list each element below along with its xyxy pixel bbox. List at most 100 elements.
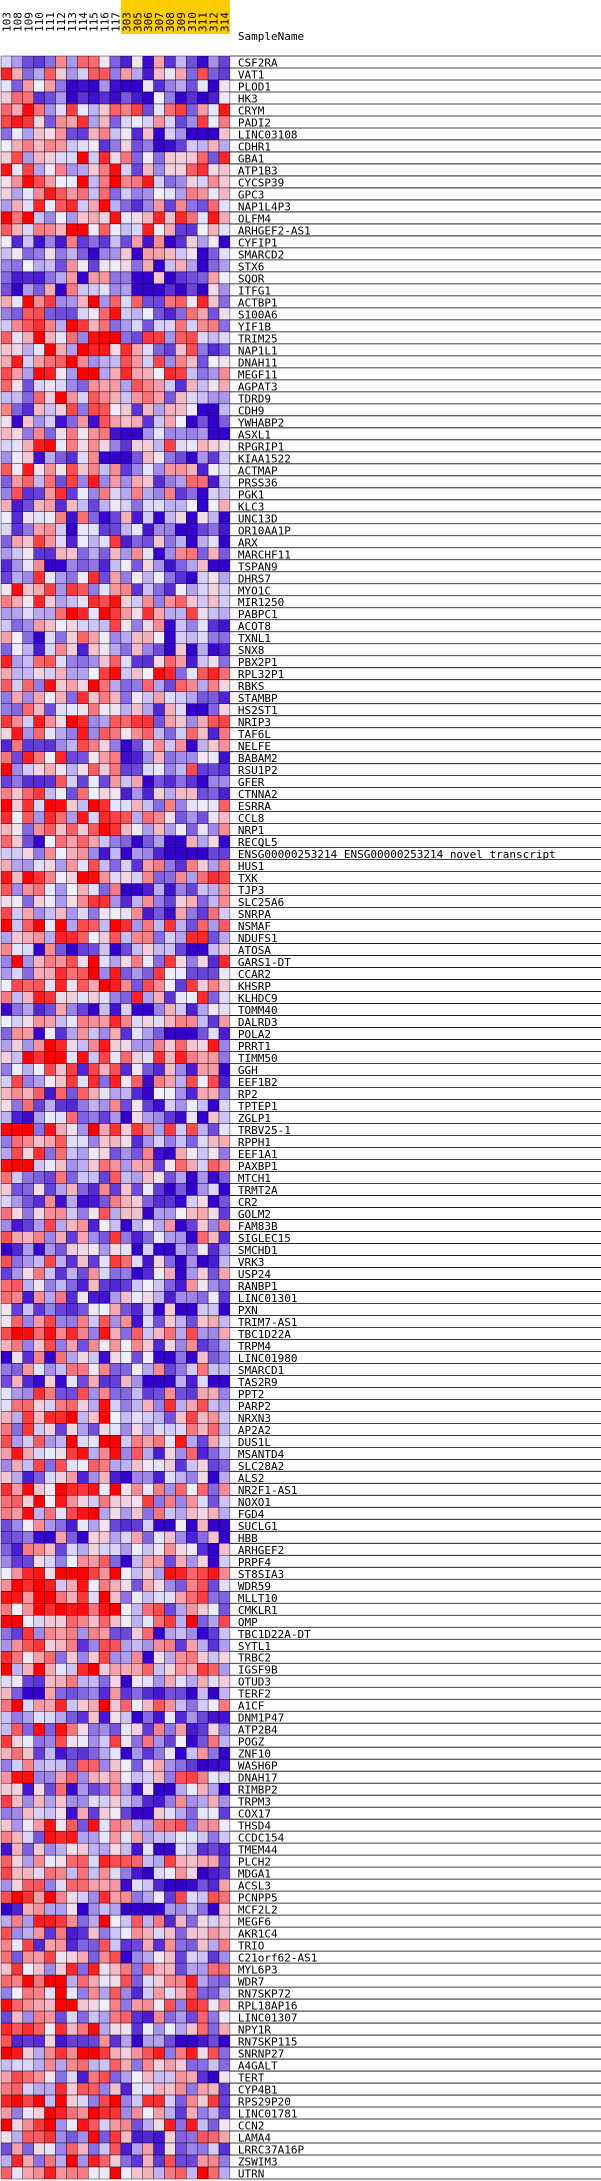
- heatmap-cell: [11, 655, 23, 668]
- heatmap-cell: [87, 379, 100, 393]
- heatmap-cell: [44, 235, 56, 249]
- heatmap-cell: [196, 1687, 209, 1700]
- heatmap-cell: [98, 235, 111, 249]
- heatmap-cell: [175, 175, 187, 189]
- heatmap-cell: [186, 127, 198, 141]
- heatmap-cell: [186, 91, 198, 105]
- heatmap-cell: [153, 1806, 165, 1820]
- sample-name-header: SampleName: [238, 30, 304, 43]
- heatmap-cell: [196, 1447, 209, 1460]
- heatmap-cell: [66, 583, 78, 596]
- heatmap-cell: [142, 2070, 154, 2084]
- heatmap-cell: [131, 2022, 143, 2036]
- heatmap-cell: [11, 1543, 23, 1556]
- heatmap-cell: [142, 271, 154, 285]
- heatmap-cell: [142, 943, 154, 956]
- heatmap-cell: [33, 1459, 45, 1472]
- heatmap-cell: [120, 1699, 133, 1712]
- heatmap-cell: [131, 523, 143, 536]
- heatmap-cell: [207, 1878, 220, 1892]
- heatmap-cell: [109, 91, 122, 105]
- heatmap-cell: [77, 1687, 89, 1700]
- heatmap-cell: [142, 1315, 154, 1328]
- column-header-bg: [186, 0, 198, 34]
- heatmap-cell: [196, 1111, 209, 1124]
- heatmap-cell: [153, 1459, 165, 1472]
- heatmap-cell: [153, 151, 165, 165]
- heatmap-cell: [196, 2034, 209, 2048]
- heatmap-cell: [175, 79, 187, 93]
- heatmap-cell: [186, 631, 198, 644]
- heatmap-cell: [33, 1267, 45, 1280]
- heatmap-cell: [131, 1806, 143, 1820]
- heatmap-cell: [0, 523, 13, 536]
- heatmap-cell: [22, 979, 34, 992]
- heatmap-cell: [175, 607, 187, 620]
- heatmap-cell: [131, 667, 143, 680]
- heatmap-cell: [22, 1339, 34, 1352]
- heatmap-cell: [207, 2154, 220, 2168]
- heatmap-cell: [55, 1495, 67, 1508]
- row-label: NSMAF: [238, 920, 271, 933]
- heatmap-cell: [87, 895, 100, 908]
- heatmap-cell: [153, 1327, 165, 1340]
- heatmap-cell: [55, 403, 67, 417]
- heatmap-cell: [207, 223, 220, 237]
- heatmap-cell: [98, 2106, 111, 2120]
- heatmap-cell: [22, 1399, 34, 1412]
- heatmap-cell: [153, 1111, 165, 1124]
- heatmap-cell: [11, 511, 23, 524]
- heatmap-cell: [66, 463, 78, 476]
- heatmap-cell: [55, 703, 67, 716]
- heatmap-cell: [142, 871, 154, 884]
- heatmap-cell: [66, 1746, 78, 1760]
- heatmap-cell: [153, 1411, 165, 1424]
- heatmap-cell: [131, 955, 143, 968]
- heatmap-cell: [66, 2166, 78, 2180]
- heatmap-cell: [66, 1471, 78, 1484]
- heatmap-cell: [33, 919, 45, 932]
- heatmap-cell: [175, 1315, 187, 1328]
- row-label: CR2: [238, 1196, 258, 1209]
- heatmap-cell: [0, 115, 13, 129]
- heatmap-cell: [218, 1974, 231, 1988]
- heatmap-cell: [109, 427, 122, 441]
- heatmap-cell: [22, 2154, 34, 2168]
- heatmap-cell: [0, 247, 13, 261]
- heatmap-cell: [153, 1818, 165, 1832]
- heatmap-cell: [186, 1735, 198, 1748]
- heatmap-cell: [77, 655, 89, 668]
- heatmap-cell: [109, 751, 122, 764]
- row-label: SUCLG1: [238, 1520, 278, 1533]
- heatmap-cell: [186, 2142, 198, 2156]
- heatmap-cell: [22, 1663, 34, 1676]
- heatmap-cell: [196, 1471, 209, 1484]
- column-header-bg: [131, 0, 143, 34]
- heatmap-cell: [44, 715, 56, 728]
- heatmap-cell: [109, 1639, 122, 1652]
- heatmap-cell: [44, 1087, 56, 1100]
- heatmap-cell: [109, 1483, 122, 1496]
- heatmap-cell: [120, 775, 133, 788]
- heatmap-cell: [55, 1243, 67, 1256]
- heatmap-cell: [131, 391, 143, 405]
- heatmap-cell: [77, 1758, 89, 1772]
- row-label: SMARCD1: [238, 1364, 284, 1377]
- heatmap-cell: [218, 1039, 231, 1052]
- heatmap-cell: [207, 247, 220, 261]
- heatmap-cell: [33, 1327, 45, 1340]
- heatmap-cell: [109, 1926, 122, 1940]
- heatmap-cell: [11, 1723, 23, 1736]
- heatmap-cell: [33, 631, 45, 644]
- heatmap-cell: [175, 787, 187, 800]
- heatmap-cell: [131, 799, 143, 812]
- heatmap-cell: [186, 295, 198, 309]
- heatmap-cell: [175, 2142, 187, 2156]
- heatmap-cell: [11, 1962, 23, 1976]
- heatmap-cell: [153, 1531, 165, 1544]
- heatmap-cell: [44, 1998, 56, 2012]
- row-label: USP24: [238, 1268, 271, 1281]
- heatmap-cell: [142, 259, 154, 273]
- heatmap-cell: [131, 2010, 143, 2024]
- heatmap-cell: [218, 1063, 231, 1076]
